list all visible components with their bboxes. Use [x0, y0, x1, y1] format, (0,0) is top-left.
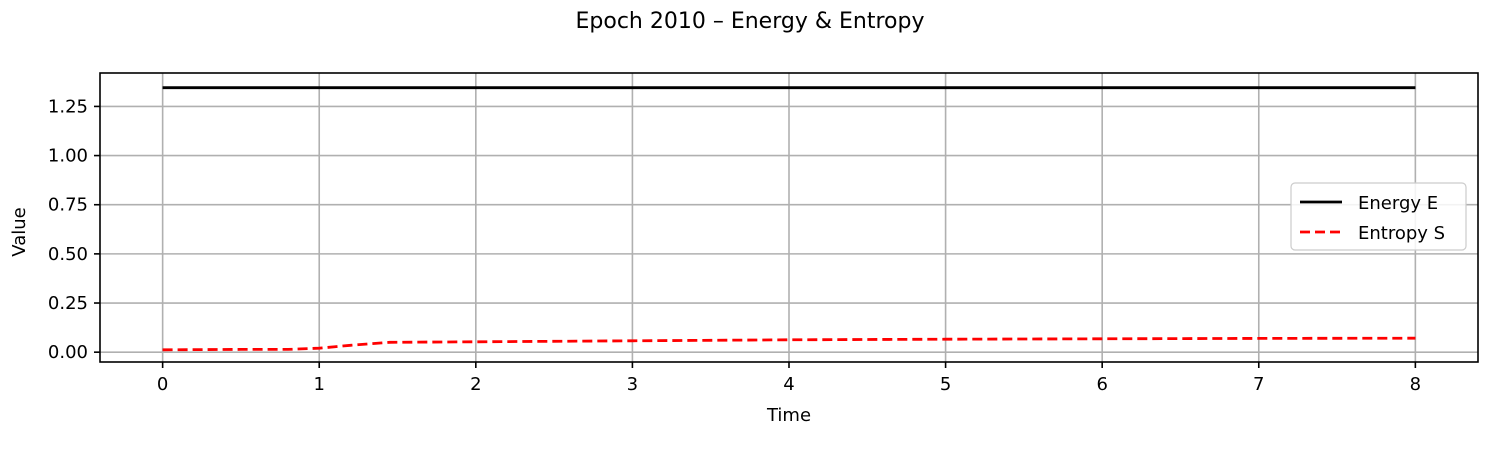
x-tick-label: 3 [627, 374, 638, 395]
x-tick-label: 4 [783, 374, 794, 395]
legend: Energy E Entropy S [1290, 182, 1467, 251]
x-tick-label: 5 [940, 374, 951, 395]
x-tick-label: 6 [1096, 374, 1107, 395]
x-tick-label: 0 [157, 374, 168, 395]
y-tick-label: 1.25 [48, 96, 88, 117]
x-tick-label: 1 [314, 374, 325, 395]
legend-label-entropy: Entropy S [1358, 223, 1445, 244]
x-tick-label: 2 [470, 374, 481, 395]
y-tick-label: 1.00 [48, 146, 88, 167]
y-axis-label: Value [9, 207, 30, 256]
x-tick-label: 8 [1410, 374, 1421, 395]
axis-ticks: 0 1 2 3 4 5 6 7 8 0.00 0.25 0.50 0.75 1.00 1.25 [48, 96, 1421, 395]
y-tick-label: 0.50 [48, 244, 88, 265]
y-tick-label: 0.75 [48, 195, 88, 216]
x-tick-label: 7 [1253, 374, 1264, 395]
y-tick-label: 0.25 [48, 293, 88, 314]
y-tick-label: 0.00 [48, 342, 88, 363]
chart-title: Epoch 2010 – Energy & Entropy [576, 9, 925, 34]
x-axis-label: Time [766, 405, 811, 426]
series-lines [162, 86, 1416, 352]
legend-label-energy: Energy E [1358, 193, 1438, 214]
grid [100, 73, 1478, 362]
series-line-entropy [162, 336, 1416, 352]
